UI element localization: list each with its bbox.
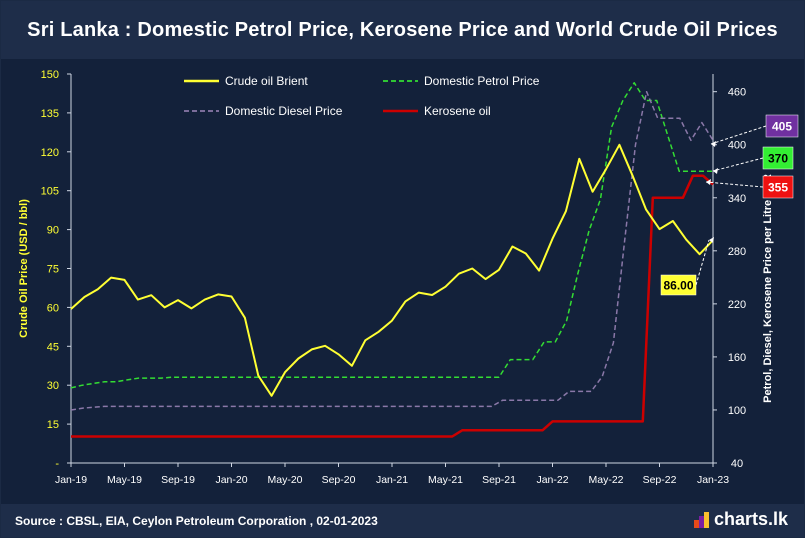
y-right-tick-label: 40 bbox=[731, 458, 743, 470]
y-left-tick-label: 75 bbox=[47, 264, 59, 276]
y-axis-left-title: Crude Oil Price (USD / bbl) bbox=[18, 199, 30, 338]
y-left-tick-label: 105 bbox=[41, 186, 59, 198]
legend-label: Domestic Diesel Price bbox=[225, 104, 343, 118]
y-right-tick-label: 340 bbox=[728, 193, 746, 205]
legend-label: Crude oil Brient bbox=[225, 74, 308, 88]
x-tick-label: Sep-19 bbox=[161, 474, 195, 486]
callout-label: 355 bbox=[768, 181, 788, 195]
bar-chart-icon bbox=[693, 511, 710, 528]
x-tick-label: May-21 bbox=[428, 474, 463, 486]
series-line-3 bbox=[71, 174, 714, 438]
y-left-tick-label: 60 bbox=[47, 302, 59, 314]
series-line-2 bbox=[70, 90, 714, 411]
brand-logo: charts.lk bbox=[693, 509, 788, 530]
y-right-tick-label: 160 bbox=[728, 352, 746, 364]
callout-arrowhead bbox=[706, 179, 711, 185]
y-left-tick-label: 120 bbox=[41, 147, 59, 159]
x-tick-label: May-20 bbox=[267, 474, 302, 486]
y-right-tick-label: 280 bbox=[728, 246, 746, 258]
callout-label: 405 bbox=[772, 120, 792, 134]
x-tick-label: Sep-22 bbox=[643, 474, 677, 486]
series-line-0 bbox=[70, 143, 714, 397]
footer: Source : CBSL, EIA, Ceylon Petroleum Cor… bbox=[1, 504, 804, 537]
legend-label: Kerosene oil bbox=[424, 104, 491, 118]
callout-arrowhead bbox=[709, 237, 714, 243]
brand-name: charts.lk bbox=[713, 509, 788, 529]
x-tick-label: Jan-21 bbox=[376, 474, 408, 486]
y-left-tick-label: 15 bbox=[47, 419, 59, 431]
line-chart: - 15 30 45 60 75 90 105 120 135 150 40 100 160 220 280 3… bbox=[18, 69, 799, 486]
callout-box bbox=[660, 274, 697, 296]
callout-label: 370 bbox=[768, 152, 788, 166]
x-tick-label: Jan-23 bbox=[697, 474, 729, 486]
y-left-tick-label: 135 bbox=[41, 108, 59, 120]
y-left-tick-label: 150 bbox=[41, 69, 59, 81]
y-right-tick-label: 100 bbox=[728, 405, 746, 417]
chart-title: Sri Lanka : Domestic Petrol Price, Keros… bbox=[27, 18, 778, 41]
x-tick-label: May-22 bbox=[588, 474, 623, 486]
x-tick-label: Sep-21 bbox=[482, 474, 516, 486]
source-text: Source : CBSL, EIA, Ceylon Petroleum Cor… bbox=[15, 514, 378, 528]
y-left-tick-label: - bbox=[55, 458, 59, 470]
x-tick-label: Jan-22 bbox=[536, 474, 568, 486]
callout-box bbox=[765, 114, 799, 138]
y-axis-right-title: Petrol, Diesel, Kerosene Price per Litre… bbox=[762, 174, 774, 403]
y-left-tick-label: 90 bbox=[47, 225, 59, 237]
callout-arrow bbox=[712, 157, 764, 172]
y-left-tick-label: 30 bbox=[47, 380, 59, 392]
series-line-1 bbox=[70, 82, 713, 389]
y-right-tick-label: 460 bbox=[728, 87, 746, 99]
callout-box bbox=[762, 175, 794, 199]
callout-arrowhead bbox=[713, 168, 718, 174]
callout-arrow bbox=[705, 181, 764, 188]
callout-arrowhead bbox=[711, 141, 716, 147]
y-right-tick-label: 220 bbox=[728, 299, 746, 311]
title-bar: Sri Lanka : Domestic Petrol Price, Keros… bbox=[1, 1, 804, 59]
callout-box bbox=[762, 146, 794, 170]
plot-area: - 15 30 45 60 75 90 105 120 135 150 40 100 160 220 280 3… bbox=[1, 59, 804, 504]
x-tick-label: Jan-20 bbox=[215, 474, 247, 486]
callout-label: 86.00 bbox=[663, 279, 693, 293]
y-left-tick-label: 45 bbox=[47, 341, 59, 353]
x-tick-label: Jan-19 bbox=[55, 474, 87, 486]
x-tick-label: Sep-20 bbox=[322, 474, 356, 486]
callout-arrow bbox=[695, 239, 710, 286]
legend-label: Domestic Petrol Price bbox=[424, 74, 540, 88]
x-tick-label: May-19 bbox=[107, 474, 142, 486]
y-right-tick-label: 400 bbox=[728, 140, 746, 152]
